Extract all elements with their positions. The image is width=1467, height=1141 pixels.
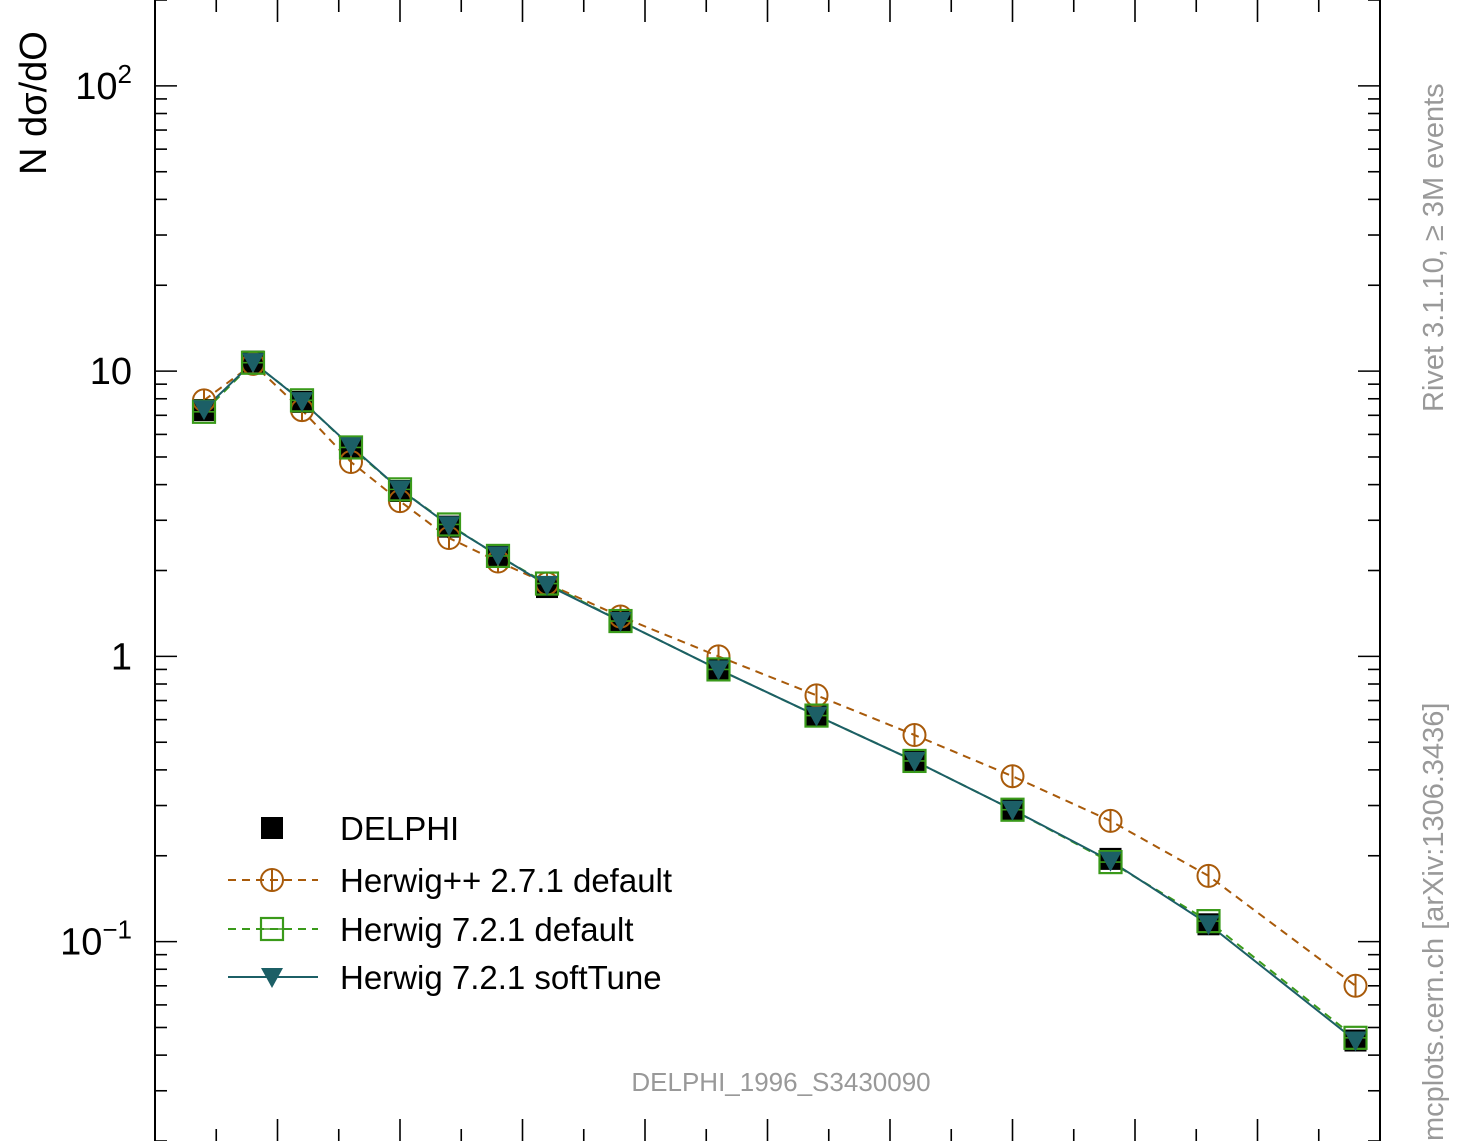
side-text-lower: mcplots.cern.ch [arXiv:1306.3436] (1418, 703, 1450, 1141)
y-tick-label: 102 (75, 59, 132, 108)
y-tick-label: 10−1 (60, 915, 132, 964)
data-point-series-3 (487, 546, 509, 567)
legend-label: Herwig++ 2.7.1 default (340, 862, 672, 899)
data-point-series-3 (438, 516, 460, 537)
data-point-series-3 (242, 353, 264, 374)
y-tick-labels: 102 10 1 10−1 (60, 59, 132, 964)
legend-label: DELPHI (340, 810, 459, 847)
legend-marker (261, 817, 283, 839)
data-point-series-3 (903, 751, 926, 772)
data-point-series-3 (805, 706, 828, 727)
analysis-id-label: DELPHI_1996_S3430090 (631, 1067, 930, 1097)
legend-label: Herwig 7.2.1 softTune (340, 959, 662, 996)
series-line-3 (203, 360, 1357, 1042)
y-tick-label: 1 (111, 636, 132, 678)
data-point-series-3 (536, 575, 558, 596)
legend-label: Herwig 7.2.1 default (340, 911, 634, 948)
data-point-series-3 (1197, 915, 1220, 936)
data-point-series-3 (340, 437, 362, 458)
data-point-series-3 (1099, 851, 1122, 872)
data-point-series-3 (1001, 800, 1024, 821)
series-markers (191, 350, 1368, 1052)
side-text-upper: Rivet 3.1.10, ≥ 3M events (1418, 83, 1450, 412)
data-point-series-3 (389, 480, 411, 501)
data-point-series-3 (291, 392, 313, 413)
data-point-series-3 (707, 660, 730, 681)
legend: DELPHI Herwig++ 2.7.1 default Herwig 7.2.1… (228, 810, 672, 996)
y-tick-label: 10 (90, 351, 132, 393)
y-axis-label: N dσ/dO (13, 31, 55, 175)
plot-axes (154, 0, 1381, 1141)
legend-marker (261, 968, 283, 988)
data-point-series-3 (1344, 1031, 1367, 1052)
data-point-series-3 (609, 612, 632, 633)
series-lines (203, 360, 1357, 1042)
data-point-series-3 (193, 400, 215, 421)
